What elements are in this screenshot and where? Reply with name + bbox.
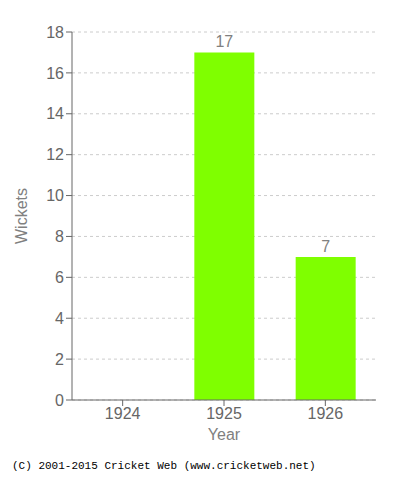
svg-text:8: 8 bbox=[55, 228, 64, 245]
html-text:(C) 2001-2015 Cricket Web (www: (C) 2001-2015 Cricket Web (www.cricketwe… bbox=[12, 460, 316, 472]
svg-text:1926: 1926 bbox=[308, 405, 344, 422]
svg-text:0: 0 bbox=[55, 392, 64, 409]
svg-text:16: 16 bbox=[46, 65, 64, 82]
svg-text:12: 12 bbox=[46, 146, 64, 163]
svg-text:17: 17 bbox=[215, 33, 233, 50]
svg-text:18: 18 bbox=[46, 24, 64, 41]
svg-text:Year: Year bbox=[208, 426, 241, 443]
svg-text:4: 4 bbox=[55, 310, 64, 327]
svg-text:14: 14 bbox=[46, 105, 64, 122]
svg-text:Wickets: Wickets bbox=[13, 188, 30, 244]
svg-text:7: 7 bbox=[321, 238, 330, 255]
svg-text:1924: 1924 bbox=[105, 405, 141, 422]
svg-text:1925: 1925 bbox=[206, 405, 242, 422]
svg-text:2: 2 bbox=[55, 351, 64, 368]
svg-text:10: 10 bbox=[46, 187, 64, 204]
svg-text:6: 6 bbox=[55, 269, 64, 286]
